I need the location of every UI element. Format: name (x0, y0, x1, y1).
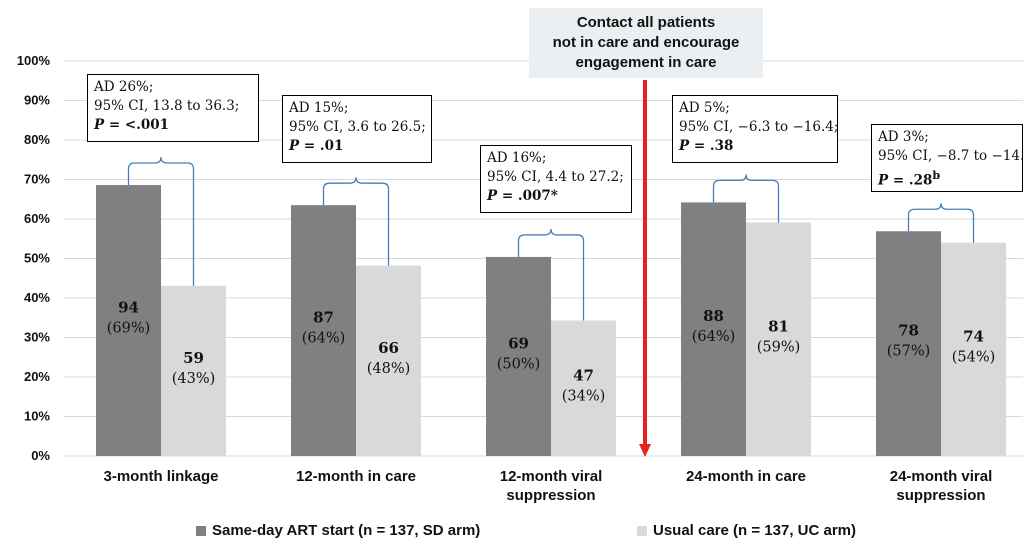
category-label: 12-month viral (500, 468, 603, 485)
callout-line: Contact all patients (576, 14, 716, 31)
bar-count-label: 47 (573, 366, 594, 384)
bracket (322, 177, 390, 266)
bar (96, 185, 161, 456)
category-label: 12-month in care (296, 468, 416, 485)
annotation-p-value: P = .007* (487, 188, 558, 204)
category-label: 3-month linkage (103, 468, 218, 485)
annotation-ci: 95% CI, −6.3 to −16.4; (679, 119, 838, 135)
annotation-ci: 95% CI, 3.6 to 26.5; (289, 119, 426, 135)
bars: 94 (69%) 59 (43%) 87 (64%) 66 (48%) 69 (50%) 47 (34… (96, 185, 1006, 456)
y-tick-label: 60% (24, 211, 50, 226)
bar-count-label: 81 (768, 317, 789, 335)
annotation-p-value: P = .01 (289, 138, 344, 154)
annotation-ci: 95% CI, −8.7 to −14.5 (878, 148, 1023, 164)
brackets (127, 156, 975, 321)
bar-count-label: 74 (963, 327, 984, 345)
bracket (127, 156, 195, 286)
bar-percent-label: (64%) (302, 331, 346, 347)
annotation-p-value: P = .38 (679, 138, 734, 154)
bar-percent-label: (54%) (952, 349, 996, 365)
legend-swatch (196, 525, 206, 536)
y-tick-label: 70% (24, 172, 50, 187)
y-tick-label: 100% (17, 53, 51, 68)
bar-count-label: 66 (378, 339, 399, 357)
y-tick-label: 10% (24, 409, 50, 424)
annotation-box: AD 15%; 95% CI, 3.6 to 26.5; P = .01 (282, 95, 432, 163)
annotation-box: AD 3%; 95% CI, −8.7 to −14.5 P = .28b (871, 124, 1023, 192)
annotation-ad: AD 5%; (679, 100, 730, 116)
y-tick-label: 90% (24, 93, 50, 108)
legend-item-uc: Usual care (n = 137, UC arm) (637, 522, 856, 539)
bar (291, 205, 356, 456)
bar-percent-label: (50%) (497, 356, 541, 372)
annotation-ad: AD 15%; (289, 100, 349, 116)
annotation-ad: AD 16%; (487, 150, 547, 166)
annotation-box: AD 26%; 95% CI, 13.8 to 36.3; P = <.001 (87, 74, 259, 142)
category-label: suppression (896, 487, 985, 504)
y-tick-label: 0% (31, 448, 50, 463)
annotation-box: AD 16%; 95% CI, 4.4 to 27.2; P = .007* (480, 145, 632, 213)
callout-line: not in care and encourage (552, 34, 740, 51)
bracket (712, 174, 780, 223)
legend-swatch (637, 525, 647, 536)
bar-count-label: 78 (898, 322, 919, 340)
callout-box: Contact all patients not in care and enc… (529, 8, 763, 78)
bar (356, 265, 421, 456)
annotation-ci: 95% CI, 4.4 to 27.2; (487, 169, 624, 185)
bar (681, 202, 746, 456)
y-tick-label: 50% (24, 251, 50, 266)
bar-percent-label: (59%) (757, 339, 801, 355)
annotation-p-value: P = .28b (878, 168, 941, 189)
bar-count-label: 88 (703, 307, 724, 325)
intervention-marker (639, 80, 651, 457)
category-label: suppression (506, 487, 595, 504)
bar-count-label: 59 (183, 349, 204, 367)
bar-percent-label: (69%) (107, 321, 151, 337)
bar (551, 320, 616, 456)
category-label: 24-month in care (686, 468, 806, 485)
annotation-ci: 95% CI, 13.8 to 36.3; (94, 98, 240, 114)
bar-count-label: 87 (313, 309, 334, 327)
y-tick-label: 30% (24, 330, 50, 345)
legend-label: Usual care (n = 137, UC arm) (653, 522, 857, 539)
annotation-ad: AD 3%; (878, 129, 929, 145)
bar-count-label: 69 (508, 334, 529, 352)
bar (161, 285, 226, 456)
bar-percent-label: (48%) (367, 361, 411, 377)
y-tick-label: 20% (24, 369, 50, 384)
bar (941, 242, 1006, 456)
bar-percent-label: (43%) (172, 371, 216, 387)
bar-count-label: 94 (118, 299, 139, 317)
annotation-p-value: P = <.001 (94, 117, 170, 133)
callout-line: engagement in care (575, 54, 717, 71)
bar (746, 222, 811, 456)
y-tick-label: 80% (24, 132, 50, 147)
marker-arrowhead (639, 444, 651, 457)
annotation-box: AD 5%; 95% CI, −6.3 to −16.4; P = .38 (672, 95, 838, 163)
category-label: 24-month viral (890, 468, 993, 485)
y-tick-label: 40% (24, 290, 50, 305)
bar (876, 231, 941, 456)
legend-label: Same-day ART start (n = 137, SD arm) (212, 522, 481, 539)
bar-percent-label: (34%) (562, 388, 606, 404)
bar-percent-label: (64%) (692, 329, 736, 345)
bar (486, 256, 551, 456)
bracket (907, 203, 975, 243)
bracket (517, 228, 585, 321)
bar-percent-label: (57%) (887, 344, 931, 360)
annotation-ad: AD 26%; (94, 79, 154, 95)
category-labels: 3-month linkage 12-month in care 12-month … (103, 468, 992, 504)
legend-item-sd: Same-day ART start (n = 137, SD arm) (196, 522, 480, 539)
